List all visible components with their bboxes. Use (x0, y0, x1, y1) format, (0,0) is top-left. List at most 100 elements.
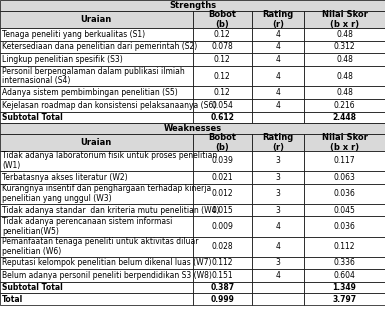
Text: Tidak adanya standar  dan kriteria mutu penelitian (W4): Tidak adanya standar dan kriteria mutu p… (2, 206, 220, 214)
Bar (304, 151, 385, 171)
Bar (252, 216, 304, 237)
Text: 0.028: 0.028 (211, 242, 233, 251)
Bar (304, 257, 385, 269)
Text: 2.448: 2.448 (333, 113, 357, 122)
Bar (0, 216, 192, 237)
Text: 0.039: 0.039 (211, 156, 233, 165)
Bar (192, 269, 252, 282)
Text: 4: 4 (276, 30, 281, 39)
Bar (304, 184, 385, 204)
Text: Bobot
(b): Bobot (b) (208, 133, 236, 152)
Bar (304, 99, 385, 112)
Bar (252, 293, 304, 305)
Bar (252, 41, 304, 53)
Text: Adanya sistem pembimbingan penelitian (S5): Adanya sistem pembimbingan penelitian (S… (2, 88, 178, 97)
Text: 0.036: 0.036 (334, 189, 355, 198)
Text: Tenaga peneliti yang berkualitas (S1): Tenaga peneliti yang berkualitas (S1) (2, 30, 146, 39)
Text: 0.604: 0.604 (334, 271, 355, 280)
Bar (0, 53, 192, 66)
Bar (0, 269, 192, 282)
Bar (304, 28, 385, 41)
Bar (304, 134, 385, 151)
Bar (192, 112, 252, 123)
Text: 0.48: 0.48 (336, 55, 353, 64)
Text: Subtotal Total: Subtotal Total (2, 113, 63, 122)
Bar (304, 282, 385, 293)
Bar (252, 53, 304, 66)
Text: Lingkup penelitian spesifik (S3): Lingkup penelitian spesifik (S3) (2, 55, 123, 64)
Text: 0.021: 0.021 (211, 173, 233, 182)
Text: 0.151: 0.151 (211, 271, 233, 280)
Bar (192, 184, 252, 204)
Text: 0.012: 0.012 (211, 189, 233, 198)
Bar (0, 257, 192, 269)
Bar (192, 204, 252, 216)
Bar (252, 66, 304, 86)
Bar (304, 216, 385, 237)
Bar (192, 41, 252, 53)
Text: Uraian: Uraian (80, 138, 112, 147)
Bar (192, 99, 252, 112)
Bar (304, 86, 385, 99)
Text: 0.063: 0.063 (334, 173, 355, 182)
Text: 4: 4 (276, 242, 281, 251)
Bar (192, 257, 252, 269)
Text: Uraian: Uraian (80, 15, 112, 24)
Bar (192, 28, 252, 41)
Bar (0, 41, 192, 53)
Text: 0.216: 0.216 (334, 101, 355, 110)
Bar (192, 53, 252, 66)
Bar (0, 123, 385, 134)
Text: 0.312: 0.312 (334, 43, 355, 51)
Bar (0, 134, 192, 151)
Bar (0, 204, 192, 216)
Bar (252, 99, 304, 112)
Bar (192, 171, 252, 184)
Text: 0.387: 0.387 (210, 283, 234, 292)
Bar (0, 11, 192, 28)
Text: 0.045: 0.045 (334, 206, 355, 214)
Text: 0.112: 0.112 (212, 259, 233, 267)
Bar (304, 269, 385, 282)
Text: Rating
(r): Rating (r) (263, 10, 294, 29)
Text: 0.48: 0.48 (336, 88, 353, 97)
Text: Ketersediaan dana penelitian dari pemerintah (S2): Ketersediaan dana penelitian dari pemeri… (2, 43, 198, 51)
Bar (304, 11, 385, 28)
Text: Kejelasan roadmap dan konsistensi pelaksanaanya (S6): Kejelasan roadmap dan konsistensi pelaks… (2, 101, 216, 110)
Text: Bobot
(b): Bobot (b) (208, 10, 236, 29)
Bar (0, 66, 192, 86)
Bar (192, 216, 252, 237)
Bar (304, 171, 385, 184)
Text: 3.797: 3.797 (333, 295, 357, 304)
Text: 3: 3 (276, 173, 281, 182)
Text: Personil berpengalaman dalam publikasi ilmiah
internasional (S4): Personil berpengalaman dalam publikasi i… (2, 67, 185, 85)
Bar (192, 282, 252, 293)
Bar (0, 151, 192, 171)
Bar (252, 28, 304, 41)
Text: 3: 3 (276, 259, 281, 267)
Text: Subtotal Total: Subtotal Total (2, 283, 63, 292)
Bar (192, 134, 252, 151)
Text: Nilai Skor
(b x r): Nilai Skor (b x r) (321, 133, 368, 152)
Bar (252, 204, 304, 216)
Bar (304, 112, 385, 123)
Text: Belum adanya personil peneliti berpendidikan S3 (W8): Belum adanya personil peneliti berpendid… (2, 271, 212, 280)
Bar (252, 112, 304, 123)
Text: 3: 3 (276, 156, 281, 165)
Text: 0.015: 0.015 (211, 206, 233, 214)
Bar (192, 151, 252, 171)
Bar (304, 66, 385, 86)
Text: 0.009: 0.009 (211, 222, 233, 231)
Bar (0, 112, 192, 123)
Text: 0.036: 0.036 (334, 222, 355, 231)
Bar (252, 269, 304, 282)
Bar (0, 293, 192, 305)
Text: 4: 4 (276, 222, 281, 231)
Text: Reputasi kelompok penelitian belum dikenal luas (W7): Reputasi kelompok penelitian belum diken… (2, 259, 212, 267)
Text: 1.349: 1.349 (333, 283, 357, 292)
Text: Total: Total (2, 295, 23, 304)
Bar (252, 86, 304, 99)
Text: 0.12: 0.12 (214, 30, 231, 39)
Text: Tidak adanya perencanaan sistem informasi
penelitian(W5): Tidak adanya perencanaan sistem informas… (2, 217, 173, 236)
Text: 0.999: 0.999 (210, 295, 234, 304)
